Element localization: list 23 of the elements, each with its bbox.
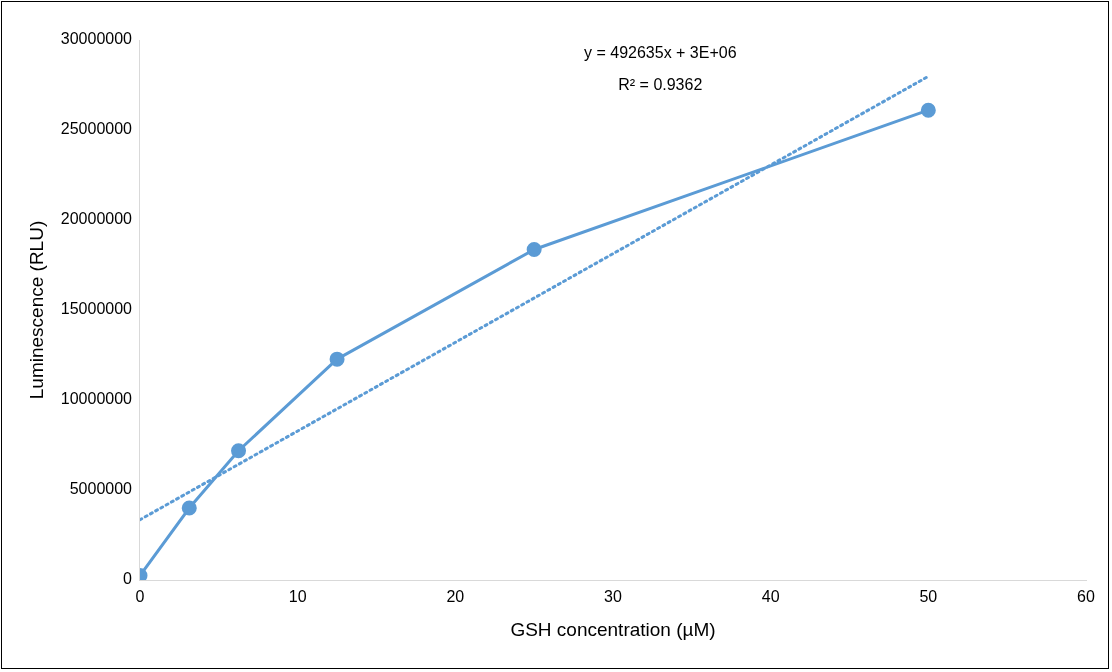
y-tick-label: 15000000 [60, 300, 133, 318]
y-tick-label: 5000000 [69, 480, 133, 498]
point [329, 351, 345, 367]
x-tick-label: 40 [761, 588, 780, 606]
x-tick-label: 10 [288, 588, 307, 606]
point [526, 242, 542, 258]
x-tick-label: 0 [135, 588, 145, 606]
point [231, 443, 247, 459]
y-tick-label: 20000000 [60, 210, 133, 228]
y-tick-label: 25000000 [60, 120, 133, 138]
point [181, 500, 197, 516]
point [920, 102, 936, 118]
x-tick-label: 20 [446, 588, 465, 606]
y-tick-label: 0 [123, 570, 133, 588]
x-axis-title: GSH concentration (µM) [510, 618, 716, 640]
x-tick-label: 50 [919, 588, 938, 606]
y-axis-title: Luminescence (RLU) [25, 220, 47, 400]
x-tick-label: 60 [1077, 588, 1095, 606]
annotation: y = 492635x + 3E+06 [584, 44, 737, 62]
y-tick-label: 10000000 [60, 390, 133, 408]
y-tick-label: 30000000 [60, 30, 133, 48]
annotation: R² = 0.9362 [618, 76, 703, 94]
x-tick-label: 30 [604, 588, 622, 606]
